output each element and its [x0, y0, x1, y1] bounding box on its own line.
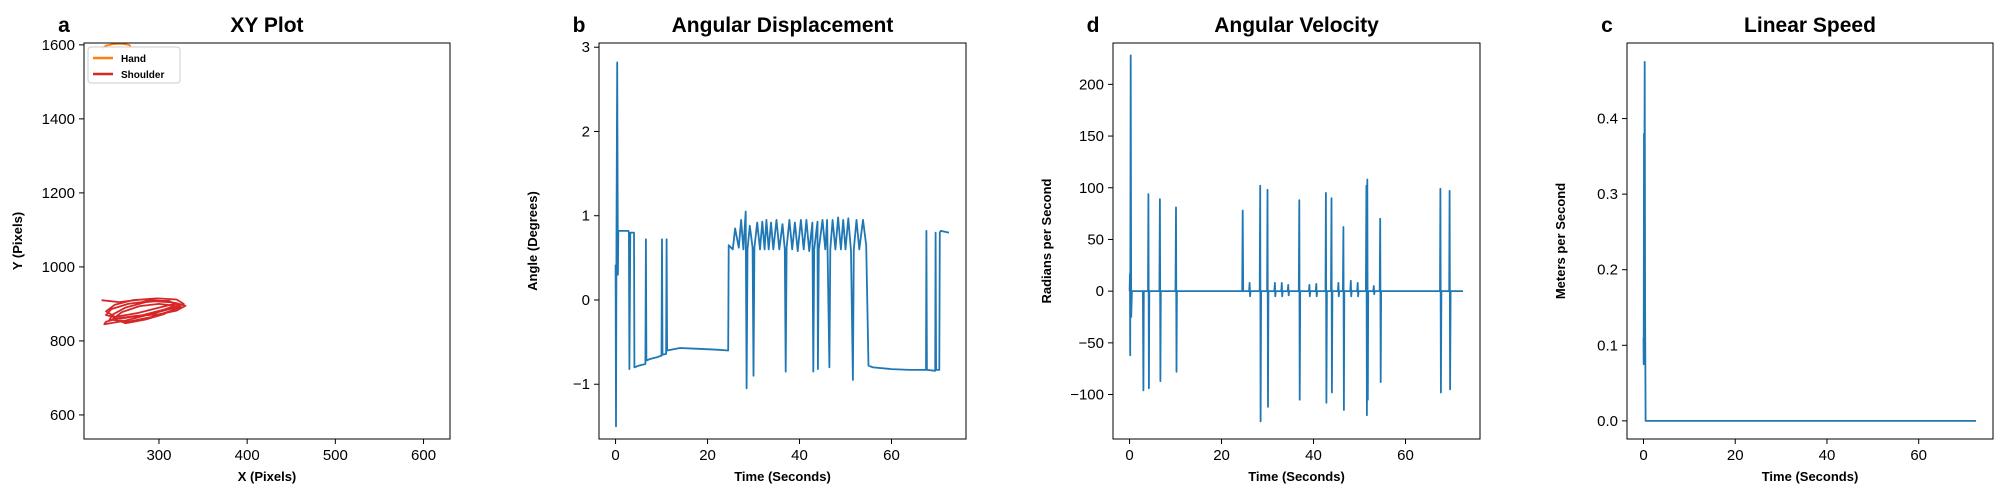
x-tick-label: 40	[1305, 447, 1322, 464]
x-tick-label: 0	[1125, 447, 1133, 464]
y-tick-label: 1400	[42, 111, 75, 128]
legend: Hand Shoulder	[87, 46, 181, 84]
series-line	[614, 61, 950, 428]
y-tick-label: 3	[582, 39, 590, 56]
series-line-shoulder	[101, 297, 187, 326]
x-tick-label: 60	[1397, 447, 1414, 464]
y-tick-label: 100	[1079, 180, 1104, 197]
y-axis-label: Y (Pixels)	[10, 212, 25, 270]
x-tick-label: 40	[791, 447, 808, 464]
chart-panel-2: 0 20 40 60 −1 0 1 2 3 Angular Displacement b Time (…	[525, 14, 967, 484]
axes-frame	[1112, 42, 1481, 440]
y-tick-label: 0.3	[1597, 186, 1618, 203]
x-tick-label: 0	[1639, 447, 1647, 464]
y-tick-label: 50	[1087, 231, 1104, 248]
y-tick-label: −1	[573, 376, 590, 393]
y-tick-label: 0.4	[1597, 111, 1618, 128]
x-tick-label: 60	[1910, 447, 1927, 464]
axes-frame	[1626, 42, 1994, 440]
x-axis-label: Time (Seconds)	[1762, 469, 1859, 484]
y-tick-label: 1000	[42, 259, 75, 276]
y-tick-label: 150	[1079, 128, 1104, 145]
y-tick-label: −100	[1070, 387, 1104, 404]
y-tick-label: 0.0	[1597, 413, 1618, 430]
chart-title: XY Plot	[230, 14, 303, 37]
legend-label-hand: Hand	[121, 54, 146, 65]
x-tick-label: 60	[883, 447, 900, 464]
plot-area	[1642, 61, 1976, 422]
chart-title: Angular Velocity	[1214, 14, 1379, 37]
x-tick-label: 500	[323, 447, 348, 464]
y-tick-label: 200	[1079, 76, 1104, 93]
x-tick-label: 20	[1213, 447, 1230, 464]
y-tick-label: 0.2	[1597, 262, 1618, 279]
x-tick-label: 600	[411, 447, 436, 464]
y-tick-label: 600	[50, 407, 75, 424]
x-tick-label: 300	[146, 447, 171, 464]
plot-area	[1128, 54, 1463, 423]
x-tick-label: 20	[699, 447, 716, 464]
plot-area	[101, 43, 187, 326]
axes-frame	[598, 42, 967, 440]
y-tick-label: 1600	[42, 37, 75, 54]
x-tick-label: 40	[1819, 447, 1836, 464]
y-tick-label: 2	[582, 123, 590, 140]
chart-panel-1: 300 400 500 600 600 800 1000 1200 1400 1600 XY Plo…	[10, 14, 451, 484]
panel-letter: a	[58, 14, 70, 37]
panel-letter: d	[1087, 14, 1100, 37]
x-tick-label: 20	[1727, 447, 1744, 464]
series-line	[1642, 61, 1976, 422]
chart-title: Angular Displacement	[672, 14, 894, 37]
y-tick-label: 0	[1096, 283, 1104, 300]
y-axis-label: Angle (Degrees)	[525, 191, 540, 291]
panel-letter: b	[573, 14, 586, 37]
series-line	[1128, 54, 1463, 423]
legend-label-shoulder: Shoulder	[121, 70, 164, 81]
y-axis-label: Radians per Second	[1039, 178, 1054, 303]
x-axis-label: Time (Seconds)	[734, 469, 831, 484]
y-tick-label: 0	[582, 292, 590, 309]
y-tick-label: 0.1	[1597, 337, 1618, 354]
y-tick-label: 1200	[42, 185, 75, 202]
series-line-hand	[101, 43, 132, 50]
x-tick-label: 400	[235, 447, 260, 464]
x-axis-label: Time (Seconds)	[1248, 469, 1345, 484]
x-axis-label: X (Pixels)	[238, 469, 297, 484]
panel-letter: c	[1601, 14, 1613, 37]
y-tick-label: −50	[1079, 335, 1104, 352]
y-axis-label: Meters per Second	[1553, 183, 1568, 299]
chart-title: Linear Speed	[1744, 14, 1876, 37]
chart-panel-3: 0 20 40 60 −100 −50 0 50 100 150 200 Angular Veloci…	[1039, 14, 1481, 484]
y-tick-label: 1	[582, 208, 590, 225]
axes-frame	[83, 42, 451, 440]
x-tick-label: 0	[611, 447, 619, 464]
y-tick-label: 800	[50, 333, 75, 350]
chart-panel-4: 0 20 40 60 0.0 0.1 0.2 0.3 0.4 Linear Speed c Time …	[1553, 14, 1994, 484]
plot-area	[614, 61, 950, 428]
